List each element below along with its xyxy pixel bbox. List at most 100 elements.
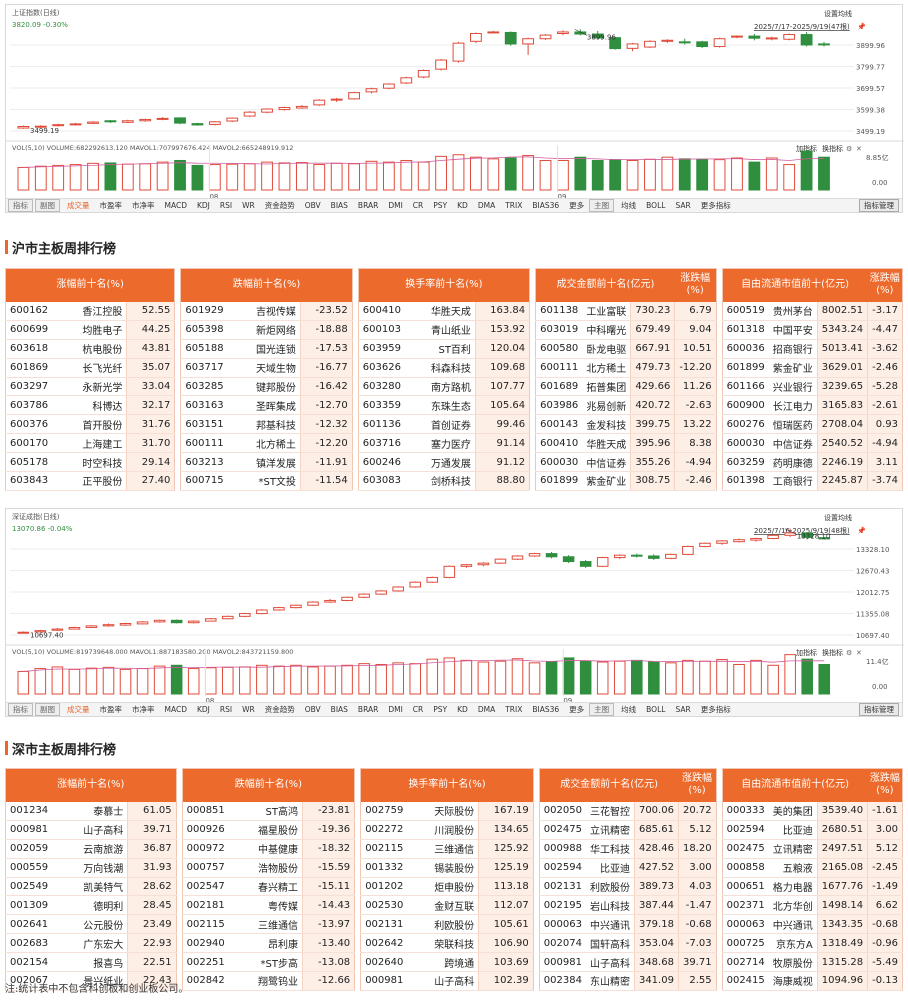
table-row[interactable]: 605178 时空科技 29.14 xyxy=(5,452,175,473)
toolbar-item[interactable]: WR xyxy=(242,201,255,210)
candle[interactable] xyxy=(278,106,291,111)
candle[interactable] xyxy=(682,545,694,556)
table-row[interactable]: 002115 三维通信 125.92 xyxy=(360,839,534,859)
candle[interactable] xyxy=(522,37,535,55)
toolbar-item[interactable]: MACD xyxy=(164,705,187,714)
candle[interactable] xyxy=(733,538,745,543)
table-row[interactable]: 002195 岩山科技 387.44 -1.47 xyxy=(539,895,717,916)
candle[interactable] xyxy=(392,586,404,592)
toolbar-item[interactable]: BOLL xyxy=(646,201,666,210)
table-row[interactable]: 002641 公元股份 23.49 xyxy=(5,914,177,935)
toolbar-item[interactable]: BIAS36 xyxy=(532,705,560,714)
table-row[interactable]: 000559 万向钱潮 31.93 xyxy=(5,858,177,878)
table-row[interactable]: 603151 邦基科技 -12.32 xyxy=(180,414,353,435)
candle[interactable] xyxy=(17,631,30,634)
candle[interactable] xyxy=(818,536,831,540)
table-row[interactable]: 600580 卧龙电驱 667.91 10.51 xyxy=(535,339,717,359)
candle[interactable] xyxy=(239,612,251,618)
toolbar-item[interactable]: DMI xyxy=(388,201,403,210)
table-row[interactable]: 600699 均胜电子 44.25 xyxy=(5,320,175,340)
candle[interactable] xyxy=(87,121,99,125)
table-row[interactable]: 002251 *ST步高 -13.08 xyxy=(182,952,355,973)
table-row[interactable]: 002547 春兴精工 -15.11 xyxy=(182,877,355,897)
table-row[interactable]: 601136 首创证券 99.46 xyxy=(358,414,530,435)
gear-icon[interactable]: ⚙ xyxy=(846,145,852,153)
table-row[interactable]: 000926 福星股份 -19.36 xyxy=(182,820,355,840)
table-row[interactable]: 002131 利欧股份 389.73 4.03 xyxy=(539,877,717,897)
table-row[interactable]: 600376 首开股份 31.76 xyxy=(5,414,175,435)
toolbar-item[interactable]: 均线 xyxy=(621,705,637,714)
table-row[interactable]: 000981 山子高科 348.68 39.71 xyxy=(539,952,717,973)
candle[interactable] xyxy=(767,534,779,540)
candle[interactable] xyxy=(591,30,604,40)
candle[interactable] xyxy=(545,552,558,559)
table-row[interactable]: 002594 比亚迪 427.52 3.00 xyxy=(539,858,717,878)
toolbar-item[interactable]: 更多指标 xyxy=(700,201,731,210)
table-row[interactable]: 600410 华胜天成 163.84 xyxy=(358,301,530,321)
table-row[interactable]: 000858 五粮液 2165.08 -2.45 xyxy=(722,858,903,878)
toolbar-item[interactable]: 市净率 xyxy=(132,201,155,210)
table-row[interactable]: 600111 北方稀土 -12.20 xyxy=(180,433,353,454)
table-row[interactable]: 603986 兆易创新 420.72 -2.63 xyxy=(535,395,717,416)
toolbar-item[interactable]: 均线 xyxy=(621,201,637,210)
table-row[interactable]: 600170 上海建工 31.70 xyxy=(5,433,175,454)
toolbar-item[interactable]: 更多 xyxy=(569,201,585,210)
candle[interactable] xyxy=(750,537,762,542)
table-row[interactable]: 603359 东珠生态 105.64 xyxy=(358,395,530,416)
toolbar-item[interactable]: BRAR xyxy=(357,201,379,210)
gear-icon[interactable]: ⚙ xyxy=(846,649,852,657)
toolbar-item[interactable]: CR xyxy=(412,201,424,210)
candle[interactable] xyxy=(765,36,778,41)
candle[interactable] xyxy=(452,41,465,63)
toolbar-item[interactable]: TRIX xyxy=(505,705,523,714)
table-row[interactable]: 600103 青山纸业 153.92 xyxy=(358,320,530,340)
table-row[interactable]: 002475 立讯精密 2497.51 5.12 xyxy=(722,839,903,859)
table-row[interactable]: 600111 北方稀土 479.73 -12.20 xyxy=(535,358,717,378)
table-row[interactable]: 000063 中兴通讯 379.18 -0.68 xyxy=(539,914,717,935)
table-row[interactable]: 600519 贵州茅台 8002.51 -3.17 xyxy=(722,301,903,321)
table-row[interactable]: 002530 金财互联 112.07 xyxy=(360,895,534,916)
settings-ma-link[interactable]: 设置均线 xyxy=(824,9,852,18)
switch-indicator-link[interactable]: 换指标 xyxy=(822,144,843,153)
table-row[interactable]: 603959 ST百利 120.04 xyxy=(358,339,530,359)
candle[interactable] xyxy=(119,622,132,626)
sh-kline-svg[interactable]: 上证指数(日线) 3820.09 -0.30% 设置均线 2025/7/17-2025… xyxy=(6,5,904,200)
toolbar-item[interactable]: PSY xyxy=(433,705,448,714)
table-row[interactable]: 601398 工商银行 2245.87 -3.74 xyxy=(722,471,903,491)
table-row[interactable]: 002594 比亚迪 2680.51 3.00 xyxy=(722,820,903,840)
toolbar-item[interactable]: SAR xyxy=(675,201,691,210)
table-row[interactable]: 002181 粤传媒 -14.43 xyxy=(182,895,355,916)
candle[interactable] xyxy=(358,593,370,599)
table-row[interactable]: 601929 吉视传媒 -23.52 xyxy=(180,301,353,321)
candle[interactable] xyxy=(748,34,761,41)
toolbar-item[interactable]: BIAS36 xyxy=(532,201,560,210)
candle[interactable] xyxy=(626,42,639,52)
toolbar-item[interactable]: DMA xyxy=(477,201,496,210)
candle[interactable] xyxy=(460,563,473,568)
candle[interactable] xyxy=(156,117,169,121)
candle[interactable] xyxy=(375,590,387,595)
candle[interactable] xyxy=(34,629,47,633)
candle[interactable] xyxy=(365,87,378,94)
candle[interactable] xyxy=(191,122,204,126)
candle[interactable] xyxy=(661,39,674,43)
toolbar-item[interactable]: 指标 xyxy=(8,199,33,212)
toolbar-item[interactable]: DMI xyxy=(388,705,403,714)
toolbar-item[interactable]: OBV xyxy=(304,201,321,210)
table-row[interactable]: 603213 镇洋发展 -11.91 xyxy=(180,452,353,473)
table-row[interactable]: 002074 国轩高科 353.04 -7.03 xyxy=(539,933,717,954)
candle[interactable] xyxy=(273,606,285,611)
table-row[interactable]: 605398 新炬网络 -18.88 xyxy=(180,320,353,340)
table-row[interactable]: 603297 永新光学 33.04 xyxy=(5,377,175,397)
candle[interactable] xyxy=(579,559,592,568)
candle[interactable] xyxy=(557,30,569,36)
toolbar-item[interactable]: KD xyxy=(457,705,468,714)
table-row[interactable]: 600162 香江控股 52.55 xyxy=(5,301,175,321)
toolbar-item[interactable]: DMA xyxy=(477,705,496,714)
candle[interactable] xyxy=(801,532,813,540)
toolbar-item[interactable]: BRAR xyxy=(357,705,379,714)
candle[interactable] xyxy=(51,627,64,631)
candle[interactable] xyxy=(443,565,456,579)
toolbar-item[interactable]: 副图 xyxy=(35,703,60,716)
table-row[interactable]: 001234 泰慕士 61.05 xyxy=(5,801,177,821)
